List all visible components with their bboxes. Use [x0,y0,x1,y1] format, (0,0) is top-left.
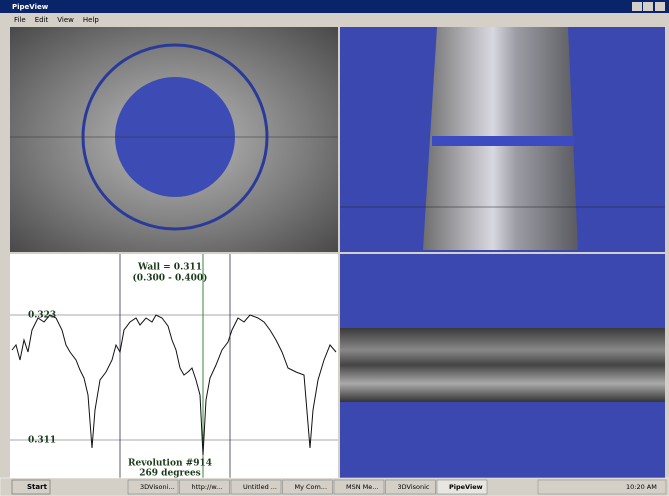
start-label: Start [27,483,48,491]
title-bar [0,0,669,13]
wall-label: Wall = 0.311 [137,263,202,273]
tray [537,479,667,495]
menu-item[interactable]: Edit [35,16,49,24]
menu-item[interactable]: View [57,16,74,24]
task-button[interactable] [230,479,282,495]
menu-item[interactable]: File [14,16,26,24]
degrees-label: 269 degrees [139,469,201,479]
scan-band [432,136,574,146]
window-title: PipeView [12,3,49,11]
task-label: 3DVisoni... [140,483,175,491]
revolution-label: Revolution #914 [128,459,212,469]
clock: 10:20 AM [626,483,657,491]
task-button[interactable] [179,479,230,495]
lower-label: 0.311 [28,436,56,446]
menu-item[interactable]: Help [83,16,100,24]
wall-trace [11,314,337,456]
task-button[interactable] [385,479,436,495]
task-button[interactable] [436,479,488,495]
task-button[interactable] [127,479,179,495]
maximize-button[interactable] [643,2,653,11]
task-label: 3DVisonic [398,483,430,491]
start-button[interactable] [11,479,51,495]
wall-plot [10,254,338,478]
close-button[interactable] [655,2,665,11]
task-label: http://w... [192,483,223,491]
unrolled-strip [340,328,665,402]
task-button[interactable] [333,479,385,495]
minimize-button[interactable] [632,2,642,11]
task-label: Untitled ... [243,483,277,491]
task-label: MSN Me... [346,483,378,491]
task-button[interactable] [282,479,333,495]
upper-label: 0.323 [28,311,56,321]
task-label: My Com... [295,483,328,491]
range-label: (0.300 - 0.400) [133,273,208,284]
task-label: PipeView [449,483,483,491]
